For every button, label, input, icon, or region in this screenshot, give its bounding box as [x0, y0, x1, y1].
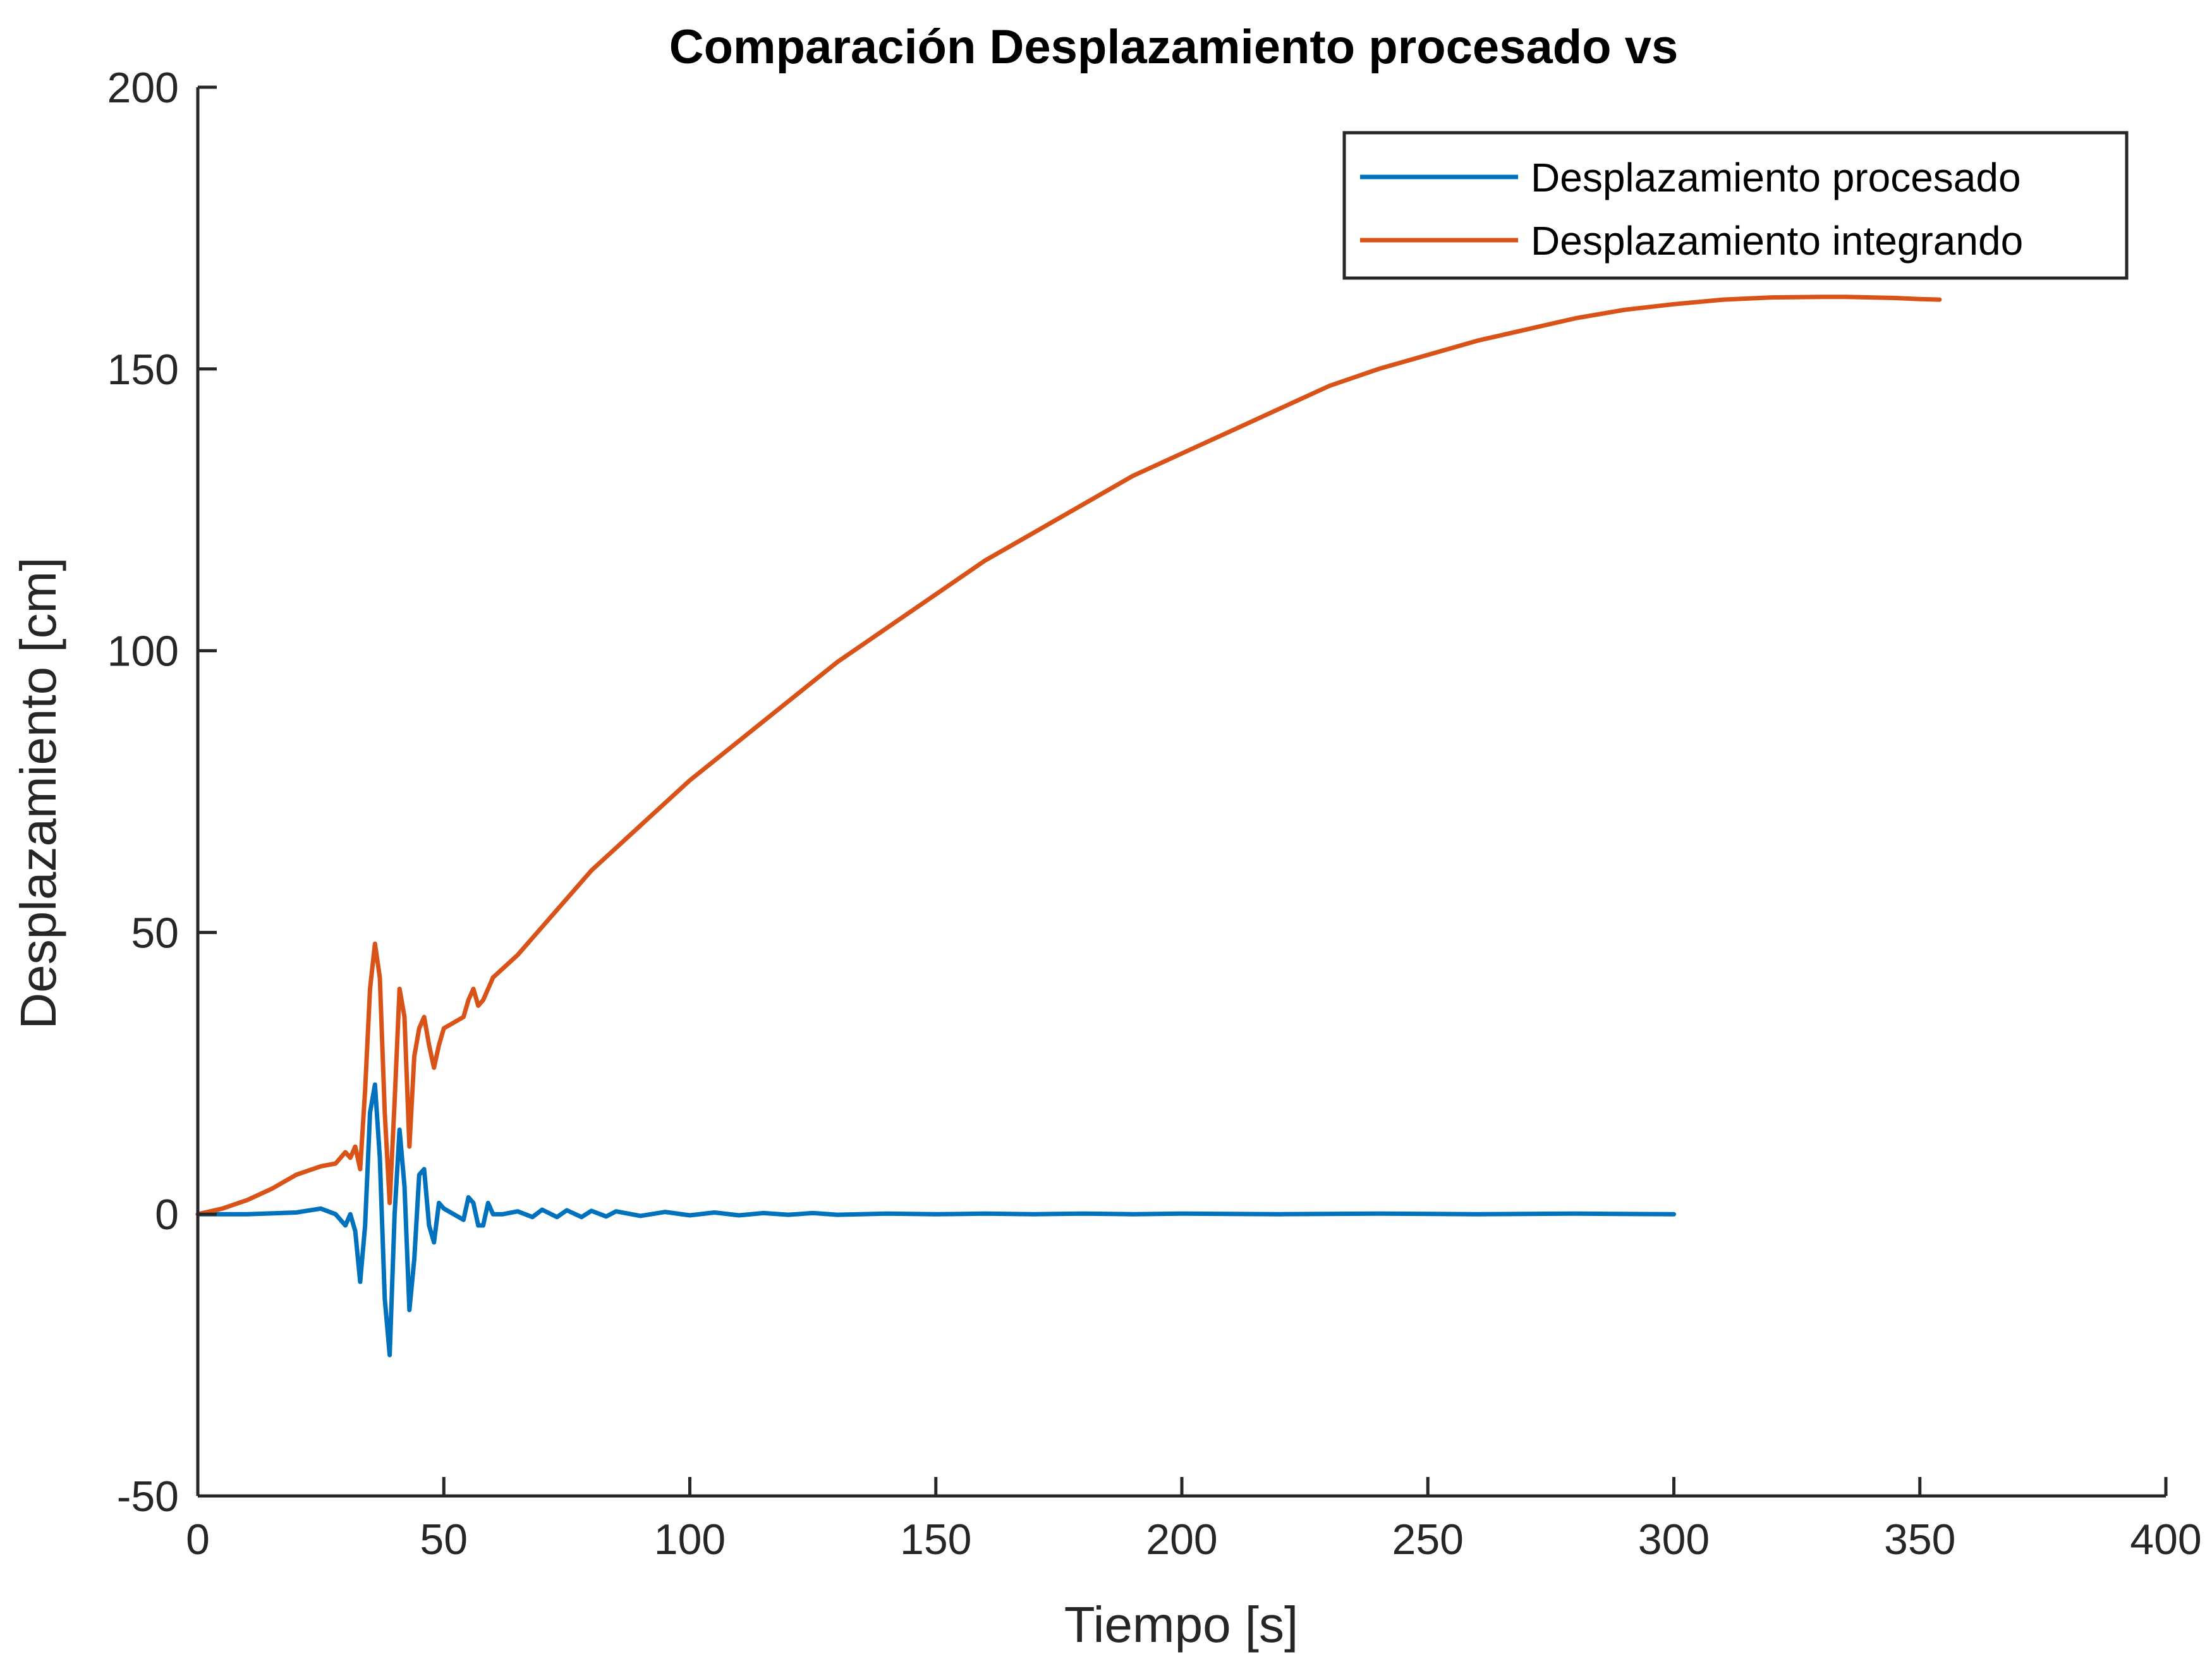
y-axis-label: Desplazamiento [cm] [10, 557, 66, 1030]
legend-entry-2: Desplazamiento integrando [1531, 218, 2023, 264]
y-tick-label: 150 [107, 346, 179, 394]
x-tick-label: 300 [1638, 1516, 1710, 1564]
series-line-2 [195, 295, 1942, 1217]
legend: Desplazamiento procesado Desplazamiento i… [1342, 131, 2129, 280]
y-tick-label: 200 [107, 64, 179, 112]
x-tick-label: 100 [654, 1516, 726, 1564]
x-tick-label: 400 [2130, 1516, 2201, 1564]
y-tick-label: 50 [131, 909, 179, 957]
x-tick-label: 200 [1146, 1516, 1217, 1564]
x-axis-label: Tiempo [s] [1064, 1596, 1298, 1653]
chart-title: Comparación Desplazamiento procesado vs [669, 20, 1678, 74]
y-tick-label: 0 [155, 1191, 179, 1239]
x-tick-label: 150 [900, 1516, 971, 1564]
x-tick-label: 350 [1884, 1516, 1955, 1564]
x-tick-label: 50 [420, 1516, 468, 1564]
y-tick-label: 100 [107, 628, 179, 676]
x-tick-label: 250 [1392, 1516, 1464, 1564]
legend-entry-1: Desplazamiento procesado [1531, 155, 2021, 200]
y-tick-label: -50 [117, 1473, 179, 1521]
series-line-1 [195, 1082, 1676, 1358]
x-tick-label: 0 [186, 1516, 210, 1564]
legend-box [1342, 131, 2129, 280]
